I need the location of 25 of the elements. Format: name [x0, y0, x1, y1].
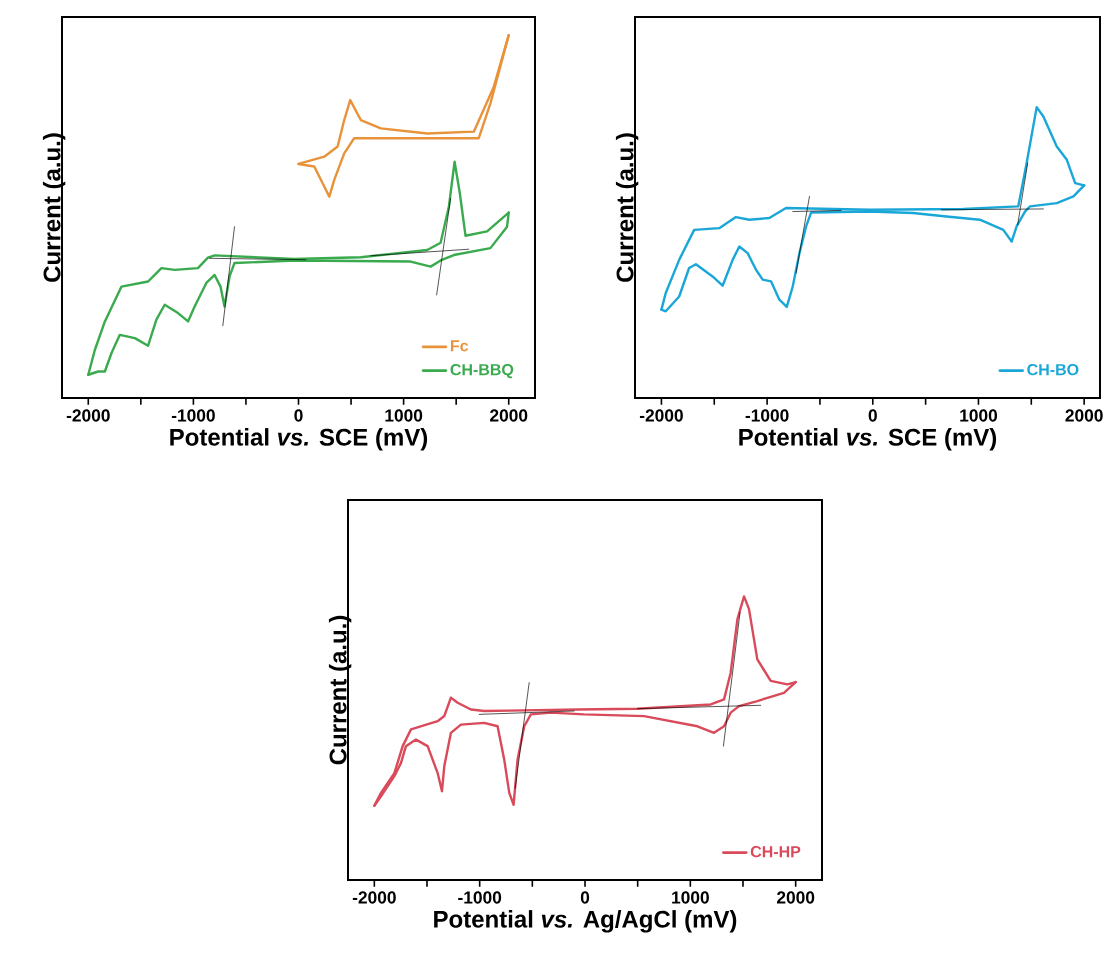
x-tick-label: -1000 — [171, 409, 215, 422]
x-axis-title: Potential vs. SCE (mV) — [739, 428, 997, 451]
legend-label: CH-BBQ — [450, 363, 514, 379]
x-tick-label: 1000 — [672, 891, 709, 904]
x-tick-label: 1000 — [960, 409, 998, 422]
x-tick-label: -2000 — [66, 409, 110, 422]
x-tick-label: 0 — [580, 891, 590, 904]
legend-label: Fc — [450, 340, 469, 352]
x-tick-label: 2000 — [490, 409, 528, 422]
x-tick-label: 0 — [868, 409, 877, 422]
legend-label: CH-HP — [750, 846, 801, 858]
x-tick-label: -2000 — [352, 891, 396, 904]
x-tick-label: 1000 — [385, 409, 423, 422]
y-axis-title: Current (a.u.) — [328, 615, 352, 765]
x-tick-label: -1000 — [745, 409, 789, 422]
legend-label: CH-BO — [1027, 363, 1079, 376]
x-tick-label: 2000 — [1065, 409, 1103, 422]
x-tick-label: 2000 — [776, 891, 815, 904]
x-axis-title: Potential vs. Ag/AgCl (mV) — [434, 910, 737, 933]
y-axis-title: Current (a.u.) — [42, 133, 66, 282]
x-tick-label: 0 — [294, 409, 303, 422]
x-tick-label: -1000 — [458, 891, 502, 904]
y-axis-title: Current (a.u.) — [615, 133, 639, 282]
x-tick-label: -2000 — [639, 409, 683, 422]
x-axis-title: Potential vs. SCE (mV) — [170, 428, 428, 451]
